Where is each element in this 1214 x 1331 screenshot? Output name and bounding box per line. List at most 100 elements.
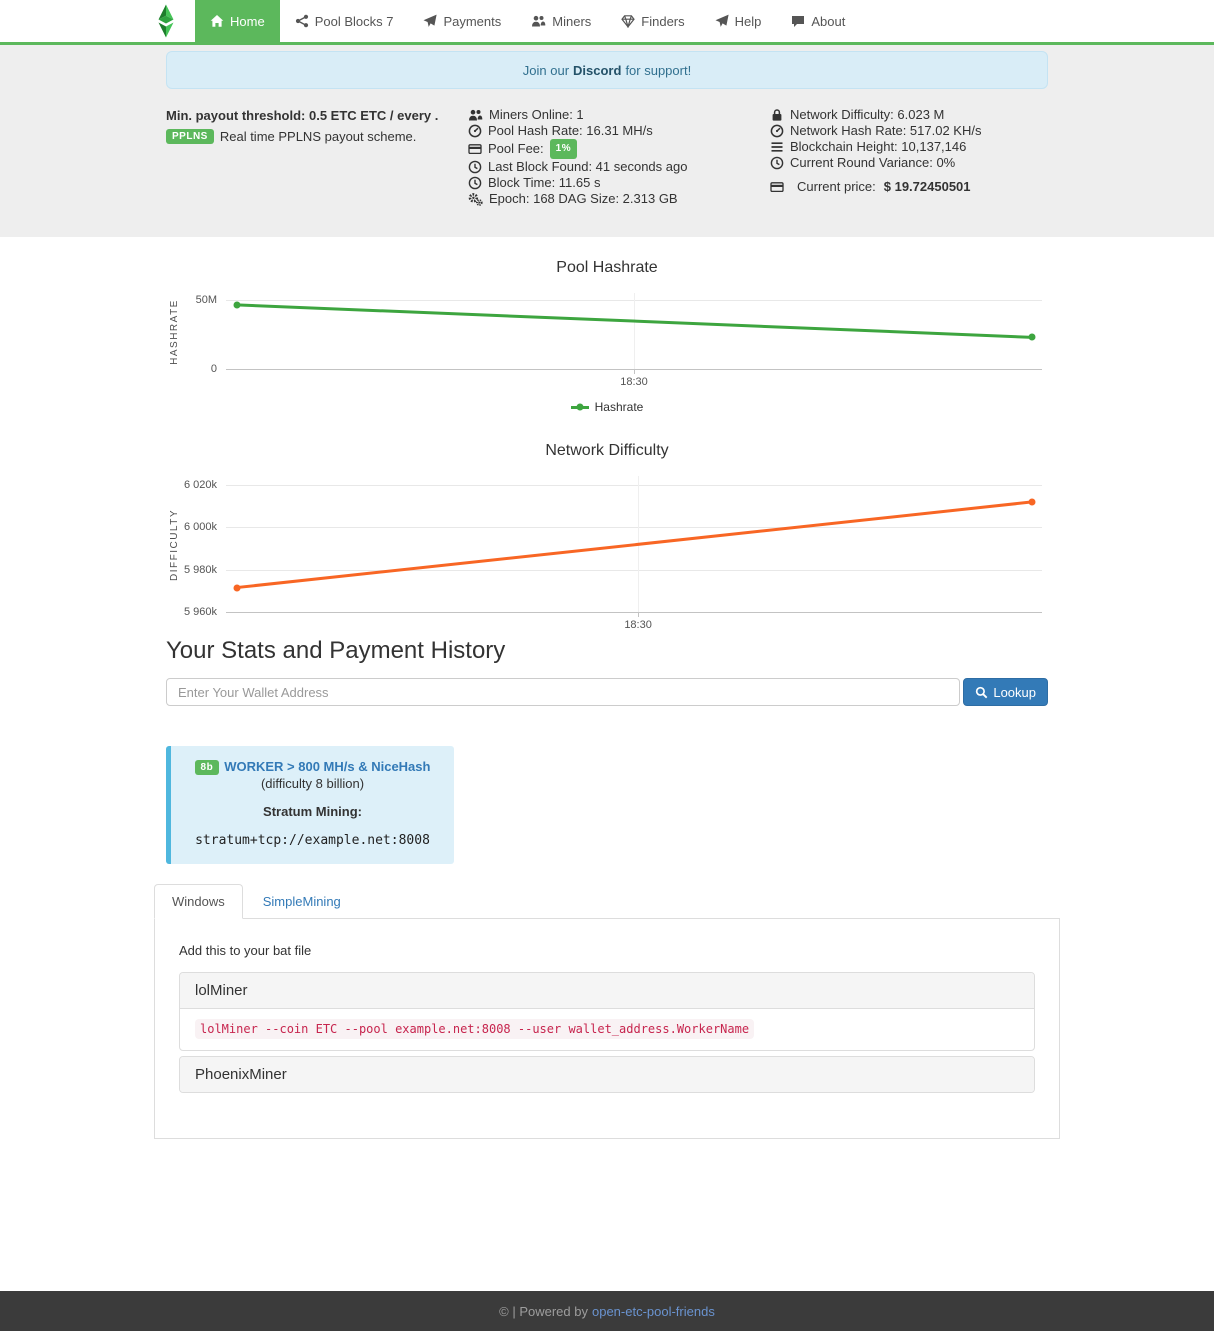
clock-icon xyxy=(468,176,482,190)
paper-plane-icon xyxy=(715,14,729,27)
lolminer-panel: lolMiner lolMiner --coin ETC --pool exam… xyxy=(179,972,1035,1051)
stat-epoch: Epoch: 168 DAG Size: 2.313 GB xyxy=(468,191,746,207)
x-tick-label: 18:30 xyxy=(620,376,648,388)
stat-last-block: Last Block Found: 41 seconds ago xyxy=(468,159,746,175)
chart-title: Pool Hashrate xyxy=(556,259,658,276)
lolminer-panel-body: lolMiner --coin ETC --pool example.net:8… xyxy=(180,1008,1034,1050)
discord-link[interactable]: Discord xyxy=(573,62,622,78)
comment-icon xyxy=(792,16,805,27)
nav-menu: Home Pool Blocks 7 Payments xyxy=(195,0,860,42)
stats-section: Join our Discord for support! Min. payou… xyxy=(0,45,1214,237)
footer-link[interactable]: open-etc-pool-friends xyxy=(591,1303,715,1319)
nav-item-payments[interactable]: Payments xyxy=(408,0,516,42)
stratum-url: stratum+tcp://example.net:8008 xyxy=(195,833,430,848)
y-tick-label: 0 xyxy=(210,363,217,375)
chart-legend: Hashrate xyxy=(166,400,1048,414)
series-line-hashrate xyxy=(226,293,1042,369)
stat-block-time: Block Time: 11.65 s xyxy=(468,175,746,191)
data-point xyxy=(233,301,241,309)
plot-area: 5 960k 5 980k 6 000k 6 020k 18:30 xyxy=(184,476,1042,631)
payout-scheme: Real time PPLNS payout scheme. xyxy=(219,129,417,144)
stat-current-price: Current price: $ 19.72450501 xyxy=(770,179,1048,195)
stat-miners-online: Miners Online: 1 xyxy=(468,107,746,123)
etc-logo[interactable] xyxy=(139,0,195,42)
y-gridline xyxy=(226,484,1042,486)
stat-blockchain-height: Blockchain Height: 10,137,146 xyxy=(770,139,1048,155)
pplns-badge: PPLNS xyxy=(166,129,214,144)
difficulty-badge: 8b xyxy=(194,760,220,775)
y-gridline xyxy=(226,569,1042,571)
pool-fee-badge: 1% xyxy=(549,139,578,159)
footer-text: © | Powered by xyxy=(499,1303,588,1319)
nav-item-pool-blocks[interactable]: Pool Blocks 7 xyxy=(280,0,409,42)
search-icon xyxy=(976,686,988,698)
banner-text-prefix: Join our xyxy=(522,62,570,78)
phoenixminer-panel: PhoenixMiner xyxy=(179,1056,1035,1093)
y-tick-label: 50M xyxy=(195,293,217,306)
data-point xyxy=(1028,333,1036,341)
pool-stats-column: Miners Online: 1 Pool Hash Rate: 16.31 M… xyxy=(456,107,758,207)
stat-network-difficulty: Network Difficulty: 6.023 M xyxy=(770,107,1048,123)
users-icon xyxy=(469,109,483,121)
wallet-address-input[interactable] xyxy=(166,678,961,706)
nav-item-about[interactable]: About xyxy=(776,0,860,42)
users-icon xyxy=(532,15,546,27)
network-difficulty-chart: Network Difficulty DIFFICULTY 5 960k 5 98… xyxy=(166,442,1048,631)
worker-subtitle: (difficulty 8 billion) xyxy=(260,776,365,791)
chart-title: Network Difficulty xyxy=(545,442,669,459)
current-price-value: $ 19.72450501 xyxy=(883,179,971,194)
stat-network-hashrate: Network Hash Rate: 517.02 KH/s xyxy=(770,123,1048,139)
nav-item-finders[interactable]: Finders xyxy=(606,0,699,42)
legend-item: Hashrate xyxy=(570,400,643,414)
nav-item-home[interactable]: Home xyxy=(195,0,280,42)
worker-title: 8b WORKER > 800 MH/s & NiceHash xyxy=(181,759,444,775)
lolminer-panel-heading[interactable]: lolMiner xyxy=(180,973,1034,1008)
stat-pool-hashrate: Pool Hash Rate: 16.31 MH/s xyxy=(468,123,746,139)
clock-icon xyxy=(468,160,482,174)
stat-pool-fee: Pool Fee: 1% xyxy=(468,139,746,159)
phoenixminer-panel-heading[interactable]: PhoenixMiner xyxy=(180,1057,1034,1092)
lolminer-command: lolMiner --coin ETC --pool example.net:8… xyxy=(195,1019,755,1039)
cogs-icon xyxy=(468,193,483,206)
lookup-button[interactable]: Lookup xyxy=(963,678,1048,706)
credit-card-icon xyxy=(468,144,482,155)
nav-item-miners[interactable]: Miners xyxy=(516,0,606,42)
discord-banner: Join our Discord for support! xyxy=(166,51,1048,89)
tachometer-icon xyxy=(770,124,784,138)
bars-icon xyxy=(771,142,783,152)
nav-item-label: Home xyxy=(230,13,265,29)
data-point xyxy=(233,584,241,592)
navbar: Home Pool Blocks 7 Payments xyxy=(0,0,1214,45)
banner-text-suffix: for support! xyxy=(625,62,692,78)
tab-simplemining[interactable]: SimpleMining xyxy=(262,894,341,909)
bat-file-note: Add this to your bat file xyxy=(179,943,312,958)
y-gridline xyxy=(226,527,1042,528)
y-tick-label: 5 980k xyxy=(183,563,217,576)
stratum-label: Stratum Mining: xyxy=(263,804,362,819)
data-point xyxy=(1028,498,1036,506)
tab-list: Windows SimpleMining xyxy=(154,884,1060,919)
nav-item-label: Finders xyxy=(641,13,685,29)
payout-column: Min. payout threshold: 0.5 ETC ETC / eve… xyxy=(154,107,456,207)
etc-diamond-icon xyxy=(158,4,174,38)
y-tick-label: 6 000k xyxy=(183,521,217,533)
stats-heading: Your Stats and Payment History xyxy=(166,637,506,664)
footer: © | Powered by open-etc-pool-friends xyxy=(0,1291,1214,1331)
tab-windows[interactable]: Windows xyxy=(154,884,243,919)
share-icon xyxy=(295,14,308,28)
nav-item-label: About xyxy=(811,13,846,29)
x-tick-label: 18:30 xyxy=(624,619,652,631)
nav-item-help[interactable]: Help xyxy=(700,0,777,42)
x-tick-mark xyxy=(638,612,640,617)
plot-area: 0 50M 18:30 xyxy=(196,293,1042,388)
y-tick-label: 6 020k xyxy=(183,478,217,491)
miner-panel-group: lolMiner lolMiner --coin ETC --pool exam… xyxy=(179,972,1035,1093)
x-gridline xyxy=(634,293,635,369)
clock-icon xyxy=(770,156,784,170)
credit-card-icon xyxy=(770,182,784,193)
lock-icon xyxy=(772,109,782,121)
pool-hashrate-chart: Pool Hashrate HASHRATE 0 50M 18:30 Hashrat… xyxy=(166,259,1048,414)
gem-icon xyxy=(621,15,636,28)
nav-item-label: Pool Blocks 7 xyxy=(314,13,394,29)
nav-item-label: Miners xyxy=(552,13,592,29)
